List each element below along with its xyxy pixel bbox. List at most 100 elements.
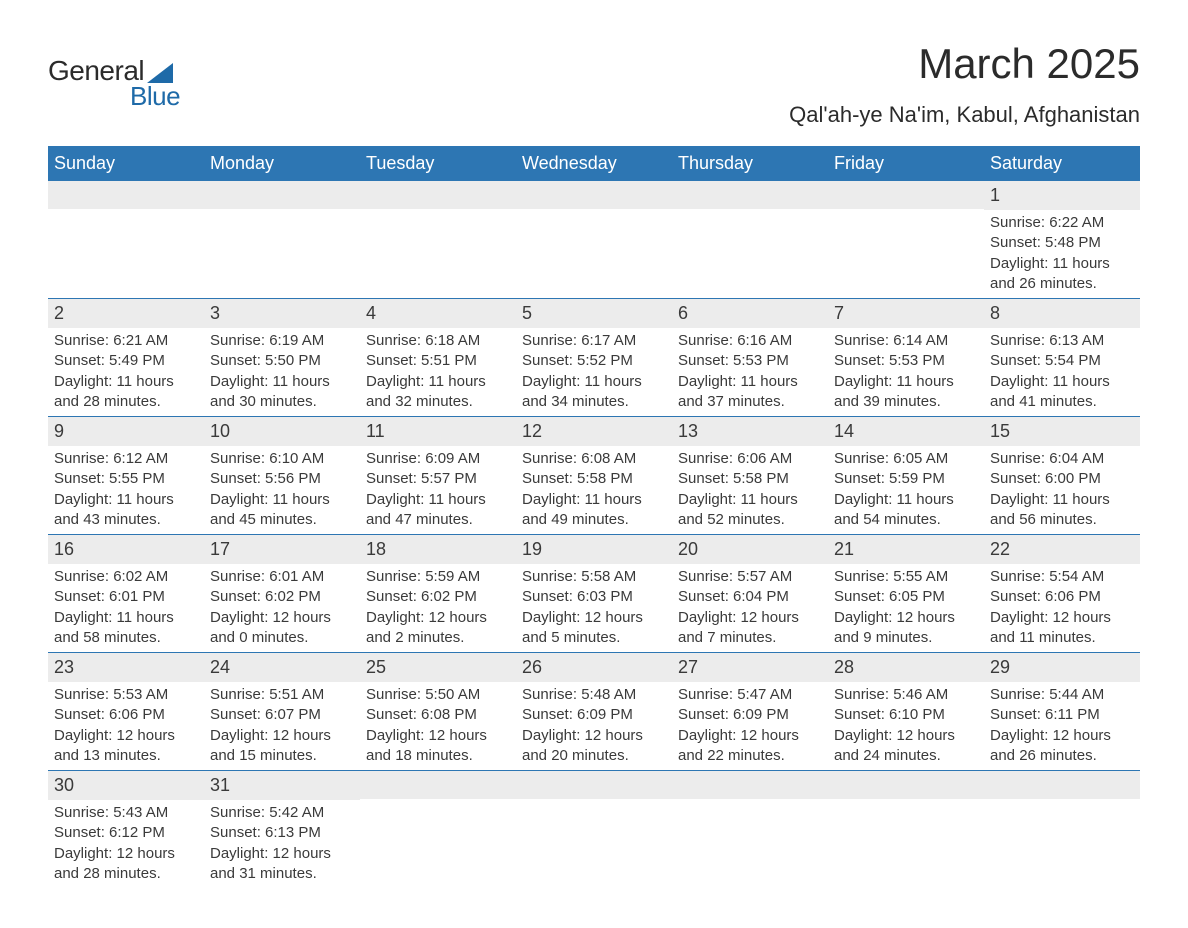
- daylight-line2: and 47 minutes.: [366, 510, 510, 530]
- week-row: 30Sunrise: 5:43 AMSunset: 6:12 PMDayligh…: [48, 771, 1140, 889]
- sunset-text: Sunset: 6:13 PM: [210, 823, 354, 843]
- day-cell: [360, 771, 516, 889]
- day-details: Sunrise: 6:22 AMSunset: 5:48 PMDaylight:…: [984, 210, 1140, 298]
- daylight-line2: and 49 minutes.: [522, 510, 666, 530]
- sunrise-text: Sunrise: 6:16 AM: [678, 331, 822, 351]
- day-details: Sunrise: 6:04 AMSunset: 6:00 PMDaylight:…: [984, 446, 1140, 534]
- month-title: March 2025: [789, 40, 1140, 88]
- logo-text-blue: Blue: [130, 81, 180, 112]
- week-row: 2Sunrise: 6:21 AMSunset: 5:49 PMDaylight…: [48, 299, 1140, 417]
- sunset-text: Sunset: 5:55 PM: [54, 469, 198, 489]
- empty-day-bar: [828, 771, 984, 799]
- week-row: 23Sunrise: 5:53 AMSunset: 6:06 PMDayligh…: [48, 653, 1140, 771]
- sunrise-text: Sunrise: 5:44 AM: [990, 685, 1134, 705]
- day-details: Sunrise: 5:44 AMSunset: 6:11 PMDaylight:…: [984, 682, 1140, 770]
- day-cell: 1Sunrise: 6:22 AMSunset: 5:48 PMDaylight…: [984, 181, 1140, 299]
- daylight-line2: and 7 minutes.: [678, 628, 822, 648]
- daylight-line2: and 26 minutes.: [990, 746, 1134, 766]
- logo-triangle-icon: [147, 63, 173, 83]
- day-header-tue: Tuesday: [360, 146, 516, 181]
- day-cell: [984, 771, 1140, 889]
- daylight-line2: and 41 minutes.: [990, 392, 1134, 412]
- day-number: 9: [48, 417, 204, 446]
- daylight-line1: Daylight: 12 hours: [54, 844, 198, 864]
- daylight-line2: and 24 minutes.: [834, 746, 978, 766]
- daylight-line2: and 22 minutes.: [678, 746, 822, 766]
- day-number: 7: [828, 299, 984, 328]
- day-cell: [828, 771, 984, 889]
- daylight-line2: and 34 minutes.: [522, 392, 666, 412]
- day-number: 8: [984, 299, 1140, 328]
- day-number: 2: [48, 299, 204, 328]
- sunset-text: Sunset: 6:09 PM: [522, 705, 666, 725]
- day-cell: 21Sunrise: 5:55 AMSunset: 6:05 PMDayligh…: [828, 535, 984, 653]
- day-details: Sunrise: 6:12 AMSunset: 5:55 PMDaylight:…: [48, 446, 204, 534]
- daylight-line2: and 30 minutes.: [210, 392, 354, 412]
- sunrise-text: Sunrise: 6:21 AM: [54, 331, 198, 351]
- day-number: 15: [984, 417, 1140, 446]
- daylight-line1: Daylight: 12 hours: [522, 726, 666, 746]
- sunrise-text: Sunrise: 6:19 AM: [210, 331, 354, 351]
- daylight-line2: and 28 minutes.: [54, 392, 198, 412]
- daylight-line2: and 28 minutes.: [54, 864, 198, 884]
- empty-details: [672, 209, 828, 297]
- sunset-text: Sunset: 5:48 PM: [990, 233, 1134, 253]
- day-number: 13: [672, 417, 828, 446]
- sunset-text: Sunset: 6:07 PM: [210, 705, 354, 725]
- daylight-line1: Daylight: 12 hours: [990, 608, 1134, 628]
- daylight-line2: and 58 minutes.: [54, 628, 198, 648]
- day-details: Sunrise: 6:17 AMSunset: 5:52 PMDaylight:…: [516, 328, 672, 416]
- day-number: 24: [204, 653, 360, 682]
- day-cell: [360, 181, 516, 299]
- sunrise-text: Sunrise: 5:43 AM: [54, 803, 198, 823]
- day-details: Sunrise: 6:02 AMSunset: 6:01 PMDaylight:…: [48, 564, 204, 652]
- daylight-line1: Daylight: 12 hours: [210, 608, 354, 628]
- day-number: 1: [984, 181, 1140, 210]
- day-number: 27: [672, 653, 828, 682]
- day-cell: 14Sunrise: 6:05 AMSunset: 5:59 PMDayligh…: [828, 417, 984, 535]
- day-cell: 4Sunrise: 6:18 AMSunset: 5:51 PMDaylight…: [360, 299, 516, 417]
- day-number: 28: [828, 653, 984, 682]
- daylight-line1: Daylight: 11 hours: [366, 490, 510, 510]
- day-cell: 28Sunrise: 5:46 AMSunset: 6:10 PMDayligh…: [828, 653, 984, 771]
- sunset-text: Sunset: 6:06 PM: [54, 705, 198, 725]
- sunset-text: Sunset: 6:05 PM: [834, 587, 978, 607]
- day-details: Sunrise: 6:06 AMSunset: 5:58 PMDaylight:…: [672, 446, 828, 534]
- day-cell: 2Sunrise: 6:21 AMSunset: 5:49 PMDaylight…: [48, 299, 204, 417]
- day-details: Sunrise: 6:13 AMSunset: 5:54 PMDaylight:…: [984, 328, 1140, 416]
- day-details: Sunrise: 6:21 AMSunset: 5:49 PMDaylight:…: [48, 328, 204, 416]
- day-details: Sunrise: 5:57 AMSunset: 6:04 PMDaylight:…: [672, 564, 828, 652]
- sunrise-text: Sunrise: 5:53 AM: [54, 685, 198, 705]
- sunset-text: Sunset: 6:04 PM: [678, 587, 822, 607]
- empty-day-bar: [672, 181, 828, 209]
- sunset-text: Sunset: 6:00 PM: [990, 469, 1134, 489]
- day-details: Sunrise: 5:51 AMSunset: 6:07 PMDaylight:…: [204, 682, 360, 770]
- daylight-line2: and 39 minutes.: [834, 392, 978, 412]
- sunrise-text: Sunrise: 5:47 AM: [678, 685, 822, 705]
- day-details: Sunrise: 5:58 AMSunset: 6:03 PMDaylight:…: [516, 564, 672, 652]
- day-cell: 29Sunrise: 5:44 AMSunset: 6:11 PMDayligh…: [984, 653, 1140, 771]
- empty-details: [48, 209, 204, 297]
- sunrise-text: Sunrise: 5:51 AM: [210, 685, 354, 705]
- sunrise-text: Sunrise: 6:08 AM: [522, 449, 666, 469]
- daylight-line2: and 56 minutes.: [990, 510, 1134, 530]
- sunset-text: Sunset: 5:59 PM: [834, 469, 978, 489]
- day-details: Sunrise: 6:01 AMSunset: 6:02 PMDaylight:…: [204, 564, 360, 652]
- sunrise-text: Sunrise: 6:01 AM: [210, 567, 354, 587]
- day-number: 10: [204, 417, 360, 446]
- day-number: 16: [48, 535, 204, 564]
- title-area: March 2025 Qal'ah-ye Na'im, Kabul, Afgha…: [789, 40, 1140, 128]
- day-details: Sunrise: 5:47 AMSunset: 6:09 PMDaylight:…: [672, 682, 828, 770]
- day-details: Sunrise: 6:08 AMSunset: 5:58 PMDaylight:…: [516, 446, 672, 534]
- day-cell: 9Sunrise: 6:12 AMSunset: 5:55 PMDaylight…: [48, 417, 204, 535]
- daylight-line2: and 52 minutes.: [678, 510, 822, 530]
- day-cell: 11Sunrise: 6:09 AMSunset: 5:57 PMDayligh…: [360, 417, 516, 535]
- sunrise-text: Sunrise: 5:46 AM: [834, 685, 978, 705]
- day-cell: 3Sunrise: 6:19 AMSunset: 5:50 PMDaylight…: [204, 299, 360, 417]
- daylight-line1: Daylight: 12 hours: [366, 608, 510, 628]
- sunset-text: Sunset: 6:06 PM: [990, 587, 1134, 607]
- daylight-line1: Daylight: 11 hours: [522, 372, 666, 392]
- week-row: 1Sunrise: 6:22 AMSunset: 5:48 PMDaylight…: [48, 181, 1140, 299]
- day-cell: 15Sunrise: 6:04 AMSunset: 6:00 PMDayligh…: [984, 417, 1140, 535]
- day-number: 6: [672, 299, 828, 328]
